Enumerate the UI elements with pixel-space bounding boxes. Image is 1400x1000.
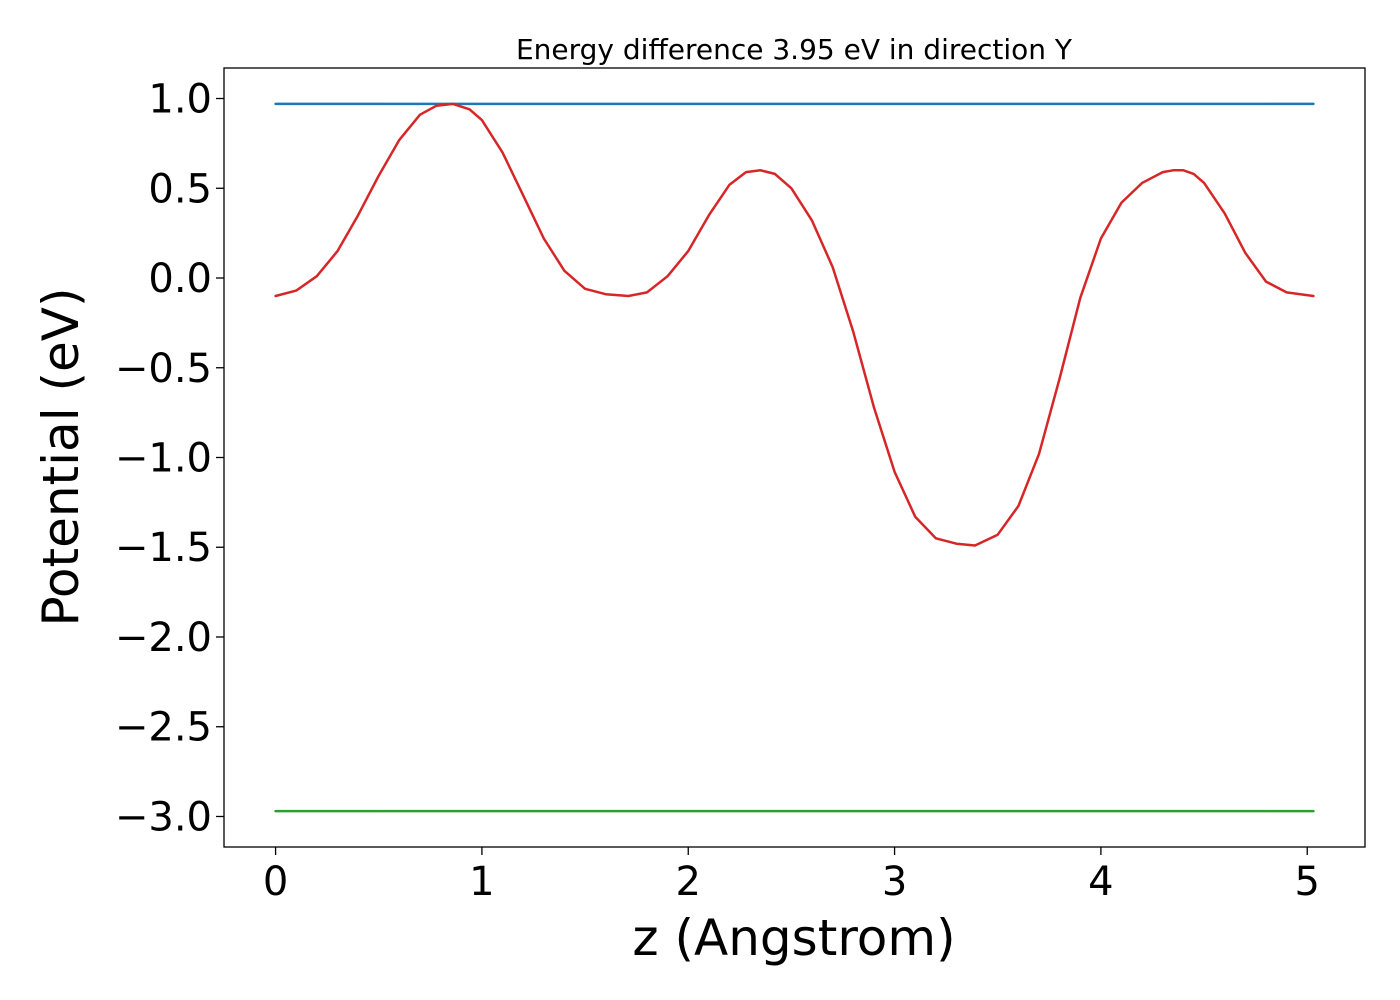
x-tick-label: 1 — [469, 859, 494, 905]
y-tick-label: −3.0 — [115, 794, 212, 840]
series-line-3 — [274, 102, 1315, 547]
x-tick-label: 3 — [882, 859, 907, 905]
y-tick-label: 0.5 — [148, 166, 212, 212]
y-tick-label: −2.0 — [115, 615, 212, 661]
y-tick-label: −2.5 — [115, 705, 212, 751]
chart-title: Energy difference 3.95 eV in direction Y — [516, 33, 1073, 66]
x-tick-label: 0 — [263, 859, 288, 905]
y-tick-label: −1.0 — [115, 436, 212, 482]
x-tick-label: 2 — [676, 859, 701, 905]
axes: 0 1 2 3 4 5 1.0 0.5 0.0 −0.5 −1.0 −1.5 −2.0 −2.5 −3.0 — [115, 77, 1320, 905]
x-tick-label: 4 — [1088, 859, 1113, 905]
y-tick-label: −0.5 — [115, 346, 212, 392]
y-tick-label: 1.0 — [148, 77, 212, 123]
x-axis-label: z (Angstrom) — [632, 909, 955, 967]
plot-area — [274, 102, 1315, 813]
y-tick-label: 0.0 — [148, 256, 212, 302]
x-tick-label: 5 — [1295, 859, 1320, 905]
y-tick-label: −1.5 — [115, 525, 212, 571]
y-axis-label: Potential (eV) — [32, 288, 90, 627]
